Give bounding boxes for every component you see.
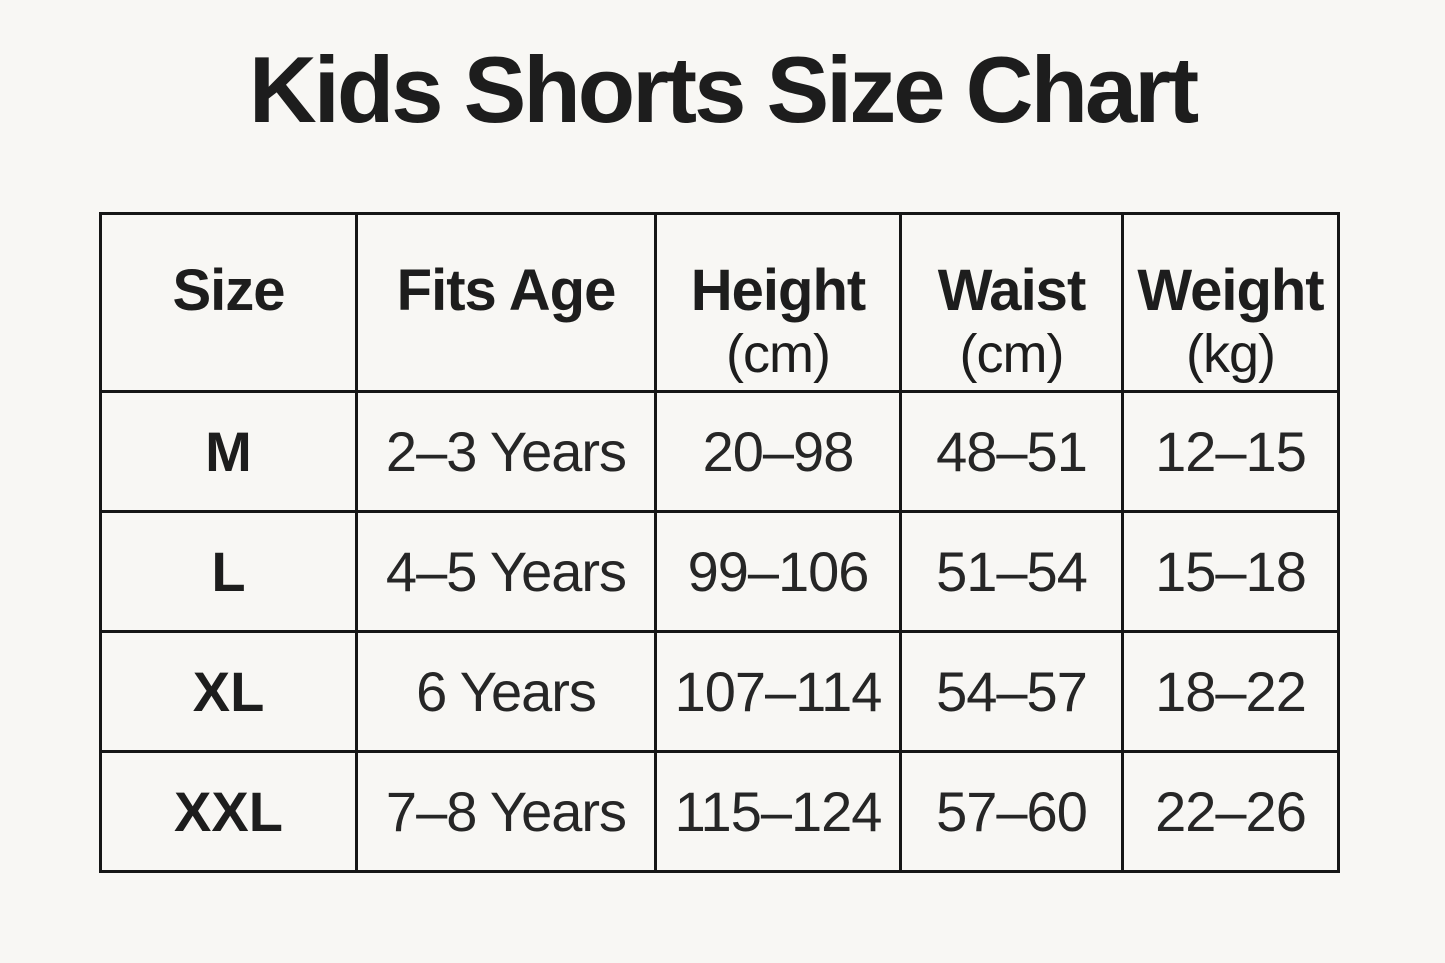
cell-size-xxl: XXL: [99, 750, 358, 873]
size-chart-table: Size Fits Age Height (cm) Waist (cm) Wei…: [99, 212, 1340, 873]
cell-fits-age-l: 4–5 Years: [355, 510, 657, 633]
cell-height-l: 99–106: [654, 510, 902, 633]
table-row-m: M 2–3 Years 20–98 48–51 12–15: [99, 390, 1340, 513]
table-row-xl: XL 6 Years 107–114 54–57 18–22: [99, 630, 1340, 753]
column-label-weight: Weight: [1137, 258, 1324, 323]
column-label-height: Height: [690, 258, 866, 323]
header-row: Size Fits Age Height (cm) Waist (cm) Wei…: [99, 212, 1340, 393]
header-cell-waist: Waist (cm): [899, 212, 1124, 393]
column-unit-weight: (kg): [1186, 324, 1276, 384]
header-cell-height: Height (cm): [654, 212, 902, 393]
cell-waist-m: 48–51: [899, 390, 1124, 513]
header-cell-fits-age: Fits Age: [355, 212, 657, 393]
column-unit-height: (cm): [726, 324, 831, 384]
column-label-waist: Waist: [937, 258, 1087, 323]
cell-size-m: M: [99, 390, 358, 513]
column-label-fits-age: Fits Age: [396, 258, 617, 323]
table-row-xxl: XXL 7–8 Years 115–124 57–60 22–26: [99, 750, 1340, 873]
cell-waist-l: 51–54: [899, 510, 1124, 633]
cell-waist-xxl: 57–60: [899, 750, 1124, 873]
cell-weight-xl: 18–22: [1121, 630, 1340, 753]
cell-height-m: 20–98: [654, 390, 902, 513]
cell-waist-xl: 54–57: [899, 630, 1124, 753]
cell-weight-m: 12–15: [1121, 390, 1340, 513]
cell-height-xl: 107–114: [654, 630, 902, 753]
header-cell-weight: Weight (kg): [1121, 212, 1340, 393]
column-unit-waist: (cm): [959, 324, 1065, 384]
cell-weight-xxl: 22–26: [1121, 750, 1340, 873]
cell-size-l: L: [99, 510, 358, 633]
cell-size-xl: XL: [99, 630, 358, 753]
header-cell-size: Size: [99, 212, 358, 393]
cell-fits-age-xl: 6 Years: [355, 630, 657, 753]
cell-height-xxl: 115–124: [654, 750, 902, 873]
table-row-l: L 4–5 Years 99–106 51–54 15–18: [99, 510, 1340, 633]
cell-weight-l: 15–18: [1121, 510, 1340, 633]
cell-fits-age-xxl: 7–8 Years: [355, 750, 657, 873]
page-title: Kids Shorts Size Chart: [248, 37, 1199, 142]
cell-fits-age-m: 2–3 Years: [355, 390, 657, 513]
column-label-size: Size: [172, 258, 285, 323]
